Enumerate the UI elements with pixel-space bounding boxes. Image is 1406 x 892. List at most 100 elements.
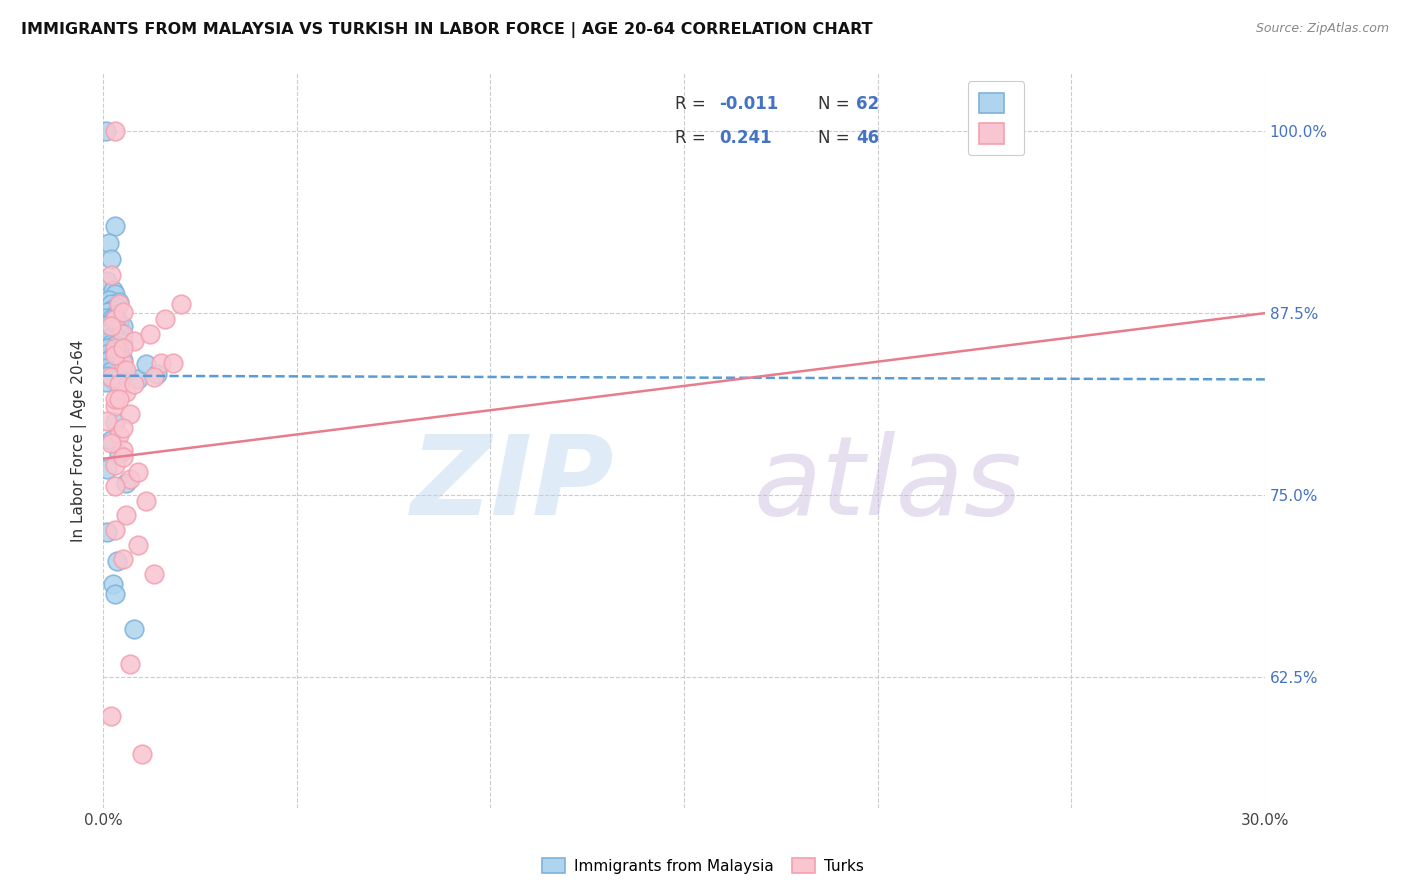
Point: [100, 319, 122, 334]
Point: [96, 414, 118, 428]
Point: [107, 325, 129, 339]
Text: 0.241: 0.241: [718, 128, 772, 146]
Point: [100, 433, 122, 447]
Text: R =: R =: [675, 128, 716, 146]
Point: [104, 479, 127, 493]
Point: [115, 368, 138, 382]
Point: [96, 326, 118, 341]
Y-axis label: In Labor Force | Age 20-64: In Labor Force | Age 20-64: [72, 339, 87, 541]
Point: [107, 343, 129, 357]
Point: [107, 428, 129, 442]
Point: [100, 364, 122, 378]
Point: [115, 476, 138, 491]
Point: [111, 356, 134, 370]
Point: [100, 303, 122, 318]
Point: [107, 392, 129, 406]
Point: [111, 352, 134, 367]
Point: [104, 523, 127, 537]
Point: [146, 368, 169, 382]
Text: R =: R =: [675, 95, 711, 113]
Point: [96, 318, 118, 332]
Point: [96, 310, 118, 325]
Point: [100, 312, 122, 326]
Point: [104, 415, 127, 429]
Point: [100, 709, 122, 723]
Point: [115, 363, 138, 377]
Point: [111, 335, 134, 350]
Point: [96, 375, 118, 389]
Text: ZIP: ZIP: [411, 431, 614, 538]
Point: [169, 297, 191, 311]
Point: [96, 347, 118, 361]
Point: [96, 274, 118, 288]
Text: 46: 46: [856, 128, 879, 146]
Point: [101, 329, 124, 343]
Point: [142, 566, 165, 581]
Text: atlas: atlas: [754, 431, 1022, 538]
Point: [131, 747, 153, 762]
Point: [111, 552, 134, 566]
Point: [104, 458, 127, 472]
Point: [104, 312, 127, 326]
Text: -0.011: -0.011: [718, 95, 778, 113]
Point: [105, 331, 128, 345]
Point: [100, 370, 122, 384]
Point: [101, 313, 124, 327]
Point: [104, 392, 127, 406]
Point: [104, 338, 127, 352]
Point: [101, 359, 124, 373]
Point: [111, 319, 134, 334]
Point: [135, 494, 157, 508]
Point: [115, 384, 138, 399]
Point: [120, 407, 142, 421]
Point: [96, 524, 118, 539]
Text: Source: ZipAtlas.com: Source: ZipAtlas.com: [1256, 22, 1389, 36]
Point: [127, 465, 149, 479]
Point: [96, 462, 118, 476]
Text: IMMIGRANTS FROM MALAYSIA VS TURKISH IN LABOR FORCE | AGE 20-64 CORRELATION CHART: IMMIGRANTS FROM MALAYSIA VS TURKISH IN L…: [21, 22, 873, 38]
Point: [101, 577, 124, 591]
Point: [100, 252, 122, 267]
Point: [104, 587, 127, 601]
Point: [120, 657, 142, 671]
Point: [122, 377, 145, 392]
Text: 62: 62: [856, 95, 879, 113]
Legend: , : ,: [967, 81, 1024, 155]
Point: [122, 334, 145, 348]
Point: [98, 236, 121, 251]
Point: [162, 356, 184, 370]
Point: [100, 297, 122, 311]
Point: [101, 373, 124, 387]
Point: [96, 354, 118, 368]
Point: [105, 370, 128, 384]
Point: [111, 341, 134, 355]
Point: [122, 622, 145, 636]
Point: [100, 324, 122, 338]
Text: N =: N =: [818, 128, 855, 146]
Point: [105, 553, 128, 567]
Point: [111, 326, 134, 341]
Point: [96, 332, 118, 346]
Point: [104, 348, 127, 362]
Point: [111, 304, 134, 318]
Point: [135, 357, 157, 371]
Text: N =: N =: [818, 95, 855, 113]
Point: [101, 345, 124, 359]
Point: [104, 124, 127, 138]
Point: [98, 293, 121, 307]
Legend: Immigrants from Malaysia, Turks: Immigrants from Malaysia, Turks: [536, 852, 870, 880]
Point: [153, 312, 176, 326]
Point: [120, 472, 142, 486]
Point: [138, 326, 160, 341]
Point: [104, 287, 127, 301]
Point: [127, 538, 149, 552]
Point: [105, 348, 128, 362]
Point: [96, 368, 118, 383]
Point: [150, 356, 173, 370]
Point: [111, 442, 134, 457]
Point: [111, 450, 134, 465]
Point: [100, 336, 122, 351]
Point: [100, 435, 122, 450]
Point: [100, 351, 122, 366]
Point: [105, 301, 128, 315]
